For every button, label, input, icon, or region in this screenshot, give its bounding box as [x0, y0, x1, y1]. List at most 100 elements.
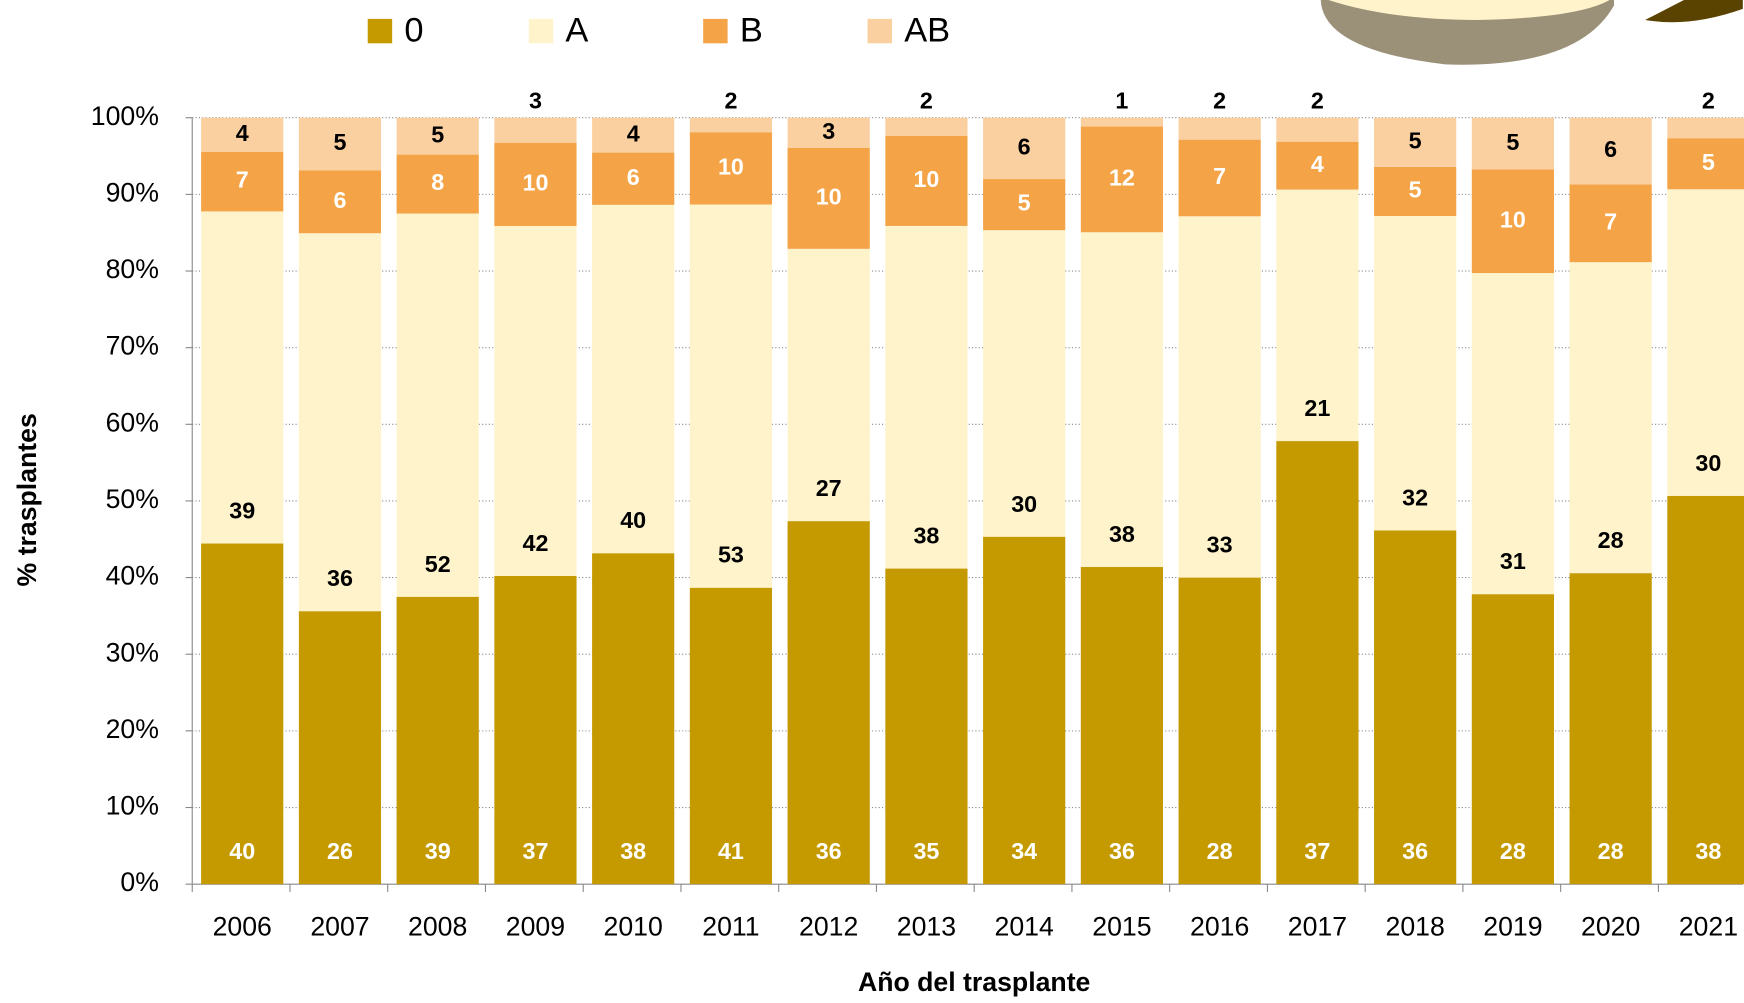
- data-label: 41: [718, 838, 744, 864]
- bar-segment: [397, 214, 479, 597]
- legend-swatch: [703, 19, 727, 43]
- bar-segment: [1374, 216, 1456, 530]
- y-tick-label: 100%: [91, 101, 159, 131]
- data-label: 7: [1604, 208, 1617, 234]
- x-tick-label: 2009: [506, 912, 565, 942]
- bar-segment: [299, 233, 381, 611]
- data-label: 39: [425, 838, 451, 864]
- data-label: 32: [1402, 484, 1428, 510]
- data-label: 5: [333, 129, 346, 155]
- legend-label: 0: [404, 11, 423, 49]
- pie-slice: [1645, 0, 1743, 22]
- x-tick-label: 2017: [1288, 912, 1347, 942]
- x-tick-label: 2015: [1092, 912, 1151, 942]
- page: {"chart_data": {"type": "bar", "stacking…: [0, 0, 1744, 1003]
- x-axis-title: Año del trasplante: [858, 967, 1090, 997]
- data-label: 27: [816, 475, 842, 501]
- bar-segment: [1276, 441, 1358, 884]
- data-label: 40: [229, 838, 255, 864]
- y-tick-label: 50%: [106, 484, 159, 514]
- bar-segment: [690, 118, 772, 132]
- data-label: 36: [816, 838, 842, 864]
- data-label: 33: [1207, 532, 1233, 558]
- data-label: 2: [920, 87, 933, 113]
- data-label: 2: [1213, 87, 1226, 113]
- data-label: 42: [522, 530, 548, 556]
- y-tick-label: 90%: [106, 177, 159, 207]
- data-label: 3: [822, 118, 835, 144]
- data-label: 7: [236, 167, 249, 193]
- bar-segment: [1081, 118, 1163, 127]
- data-label: 37: [1304, 838, 1330, 864]
- data-label: 31: [1500, 548, 1526, 574]
- bar-segment: [1667, 118, 1744, 138]
- data-label: 36: [1109, 838, 1135, 864]
- x-tick-label: 2014: [995, 912, 1054, 942]
- data-label: 38: [1109, 521, 1135, 547]
- bar-segment: [1472, 273, 1554, 594]
- y-tick-label: 0%: [120, 867, 159, 897]
- x-tick-label: 2020: [1581, 912, 1640, 942]
- bar-segment: [1081, 567, 1163, 884]
- data-label: 6: [333, 187, 346, 213]
- bar-segment: [592, 553, 674, 884]
- data-label: 28: [1207, 838, 1233, 864]
- legend-label: AB: [904, 11, 950, 49]
- data-label: 5: [1409, 127, 1422, 153]
- data-label: 40: [620, 507, 646, 533]
- x-tick-label: 2019: [1483, 912, 1542, 942]
- x-tick-label: 2012: [799, 912, 858, 942]
- legend-label: A: [565, 11, 588, 49]
- bar-segment: [885, 569, 967, 885]
- legend-swatch: [529, 19, 553, 43]
- data-label: 10: [522, 170, 548, 196]
- data-label: 28: [1598, 527, 1624, 553]
- data-label: 2: [1702, 87, 1715, 113]
- bar-segment: [494, 226, 576, 576]
- y-tick-label: 70%: [106, 331, 159, 361]
- x-tick-label: 2021: [1679, 912, 1738, 942]
- y-tick-label: 80%: [106, 254, 159, 284]
- bar-segment: [885, 226, 967, 569]
- bar-segment: [1179, 216, 1261, 577]
- data-label: 10: [1500, 206, 1526, 232]
- data-label: 10: [718, 154, 744, 180]
- data-label: 38: [620, 838, 646, 864]
- data-label: 30: [1695, 450, 1721, 476]
- data-label: 2: [1311, 87, 1324, 113]
- y-tick-label: 20%: [106, 714, 159, 744]
- y-tick-label: 30%: [106, 637, 159, 667]
- data-label: 4: [236, 120, 249, 146]
- data-label: 2: [724, 87, 737, 113]
- data-label: 39: [229, 498, 255, 524]
- data-label: 1: [1115, 87, 1128, 113]
- y-tick-label: 60%: [106, 407, 159, 437]
- data-label: 4: [627, 120, 640, 146]
- data-label: 6: [1018, 134, 1031, 160]
- data-label: 12: [1109, 165, 1135, 191]
- data-label: 38: [913, 523, 939, 549]
- legend-swatch: [868, 19, 892, 43]
- bar-segment: [983, 537, 1065, 884]
- bar-segment: [690, 205, 772, 588]
- data-label: 52: [425, 551, 451, 577]
- data-label: 5: [1506, 129, 1519, 155]
- data-label: 6: [627, 164, 640, 190]
- data-label: 36: [1402, 838, 1428, 864]
- x-tick-label: 2018: [1386, 912, 1445, 942]
- x-tick-label: 2011: [702, 912, 759, 942]
- data-label: 34: [1011, 838, 1037, 864]
- data-label: 37: [522, 838, 548, 864]
- bar-segment: [201, 544, 283, 885]
- data-label: 4: [1311, 151, 1324, 177]
- legend-swatch: [368, 19, 392, 43]
- chart: % trasplantes Año del trasplante 0%10%20…: [0, 0, 1744, 1003]
- x-tick-label: 2006: [213, 912, 272, 942]
- data-label: 5: [1702, 149, 1715, 175]
- data-label: 5: [1018, 190, 1031, 216]
- x-tick-label: 2007: [310, 912, 369, 942]
- data-label: 6: [1604, 136, 1617, 162]
- bar-segment: [592, 205, 674, 553]
- x-tick-label: 2013: [897, 912, 956, 942]
- bar-segment: [1374, 530, 1456, 884]
